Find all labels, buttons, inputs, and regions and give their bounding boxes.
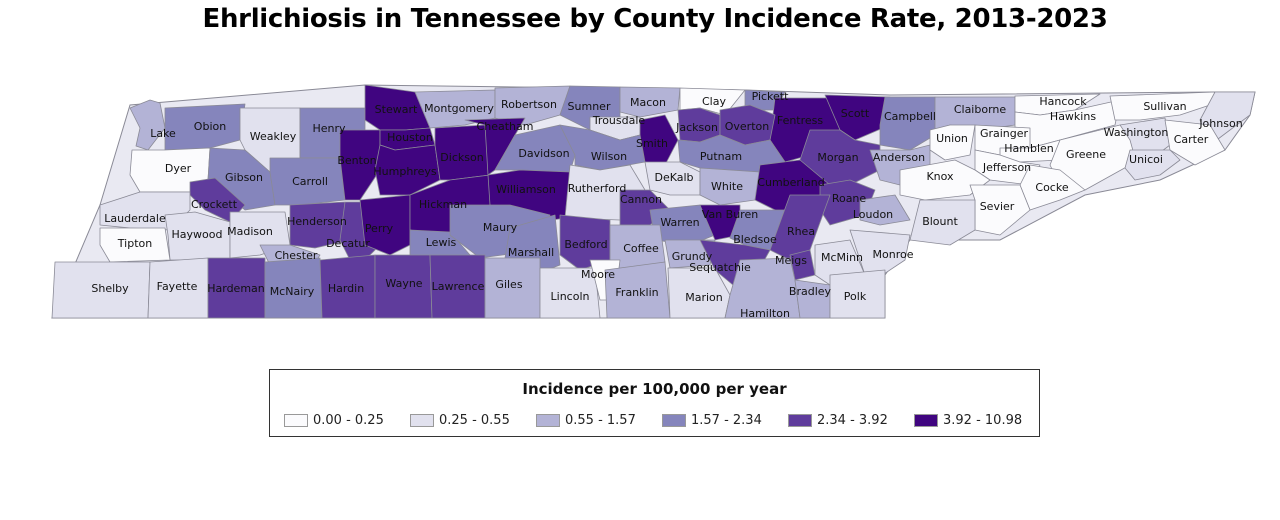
county-macon[interactable] <box>619 86 681 118</box>
legend-label: 1.57 - 2.34 <box>691 413 762 428</box>
county-lincoln[interactable] <box>539 267 601 319</box>
county-robertson[interactable] <box>494 85 571 126</box>
county-carroll[interactable] <box>269 157 346 206</box>
legend-item-2: 0.55 - 1.57 <box>536 413 662 428</box>
legend-item-4: 2.34 - 3.92 <box>788 413 914 428</box>
legend-swatch <box>662 414 686 427</box>
county-tipton[interactable] <box>99 227 171 263</box>
legend-title: Incidence per 100,000 per year <box>522 380 787 398</box>
county-wayne[interactable] <box>374 254 433 319</box>
county-fayette[interactable] <box>147 257 209 319</box>
county-haywood[interactable] <box>164 211 231 261</box>
county-humphreys[interactable] <box>374 144 441 196</box>
county-grundy[interactable] <box>664 239 716 269</box>
county-perry[interactable] <box>359 194 411 256</box>
county-hardin[interactable] <box>319 254 376 319</box>
county-white[interactable] <box>699 167 761 206</box>
legend-label: 0.25 - 0.55 <box>439 413 510 428</box>
legend-label: 0.00 - 0.25 <box>313 413 384 428</box>
county-obion[interactable] <box>164 103 246 151</box>
county-dickson[interactable] <box>434 124 491 181</box>
county-shelby[interactable] <box>51 261 151 319</box>
county-monroe[interactable] <box>849 229 911 281</box>
legend-label: 0.55 - 1.57 <box>565 413 636 428</box>
county-bradley[interactable] <box>794 279 831 319</box>
county-scott[interactable] <box>824 94 891 141</box>
legend-items: 0.00 - 0.25 0.25 - 0.55 0.55 - 1.57 1.57… <box>284 413 1054 428</box>
county-hardeman[interactable] <box>207 257 266 319</box>
county-lawrence[interactable] <box>429 254 486 319</box>
legend-swatch <box>788 414 812 427</box>
legend-item-1: 0.25 - 0.55 <box>410 413 536 428</box>
legend-swatch <box>284 414 308 427</box>
legend-label: 3.92 - 10.98 <box>943 413 1023 428</box>
map-legend: Incidence per 100,000 per year 0.00 - 0.… <box>269 369 1040 437</box>
legend-label: 2.34 - 3.92 <box>817 413 888 428</box>
county-giles[interactable] <box>484 257 541 319</box>
county-union[interactable] <box>929 124 976 161</box>
legend-swatch <box>410 414 434 427</box>
county-henderson[interactable] <box>289 201 351 249</box>
legend-swatch <box>536 414 560 427</box>
county-lake[interactable] <box>129 99 166 151</box>
county-franklin[interactable] <box>604 261 671 319</box>
county-carter[interactable] <box>1164 119 1226 166</box>
legend-item-5: 3.92 - 10.98 <box>914 413 1054 428</box>
tennessee-county-map: Lake Obion Weakley Henry Stewart Montgomery Ro… <box>51 84 1256 320</box>
county-unicoi[interactable] <box>1124 149 1181 181</box>
county-blount[interactable] <box>909 199 976 246</box>
county-polk[interactable] <box>829 269 886 319</box>
legend-swatch <box>914 414 938 427</box>
legend-item-3: 1.57 - 2.34 <box>662 413 788 428</box>
map-title: Ehrlichiosis in Tennessee by County Inci… <box>202 4 1108 34</box>
legend-item-0: 0.00 - 0.25 <box>284 413 410 428</box>
county-loudon[interactable] <box>859 194 911 226</box>
county-mcnairy[interactable] <box>264 257 323 319</box>
